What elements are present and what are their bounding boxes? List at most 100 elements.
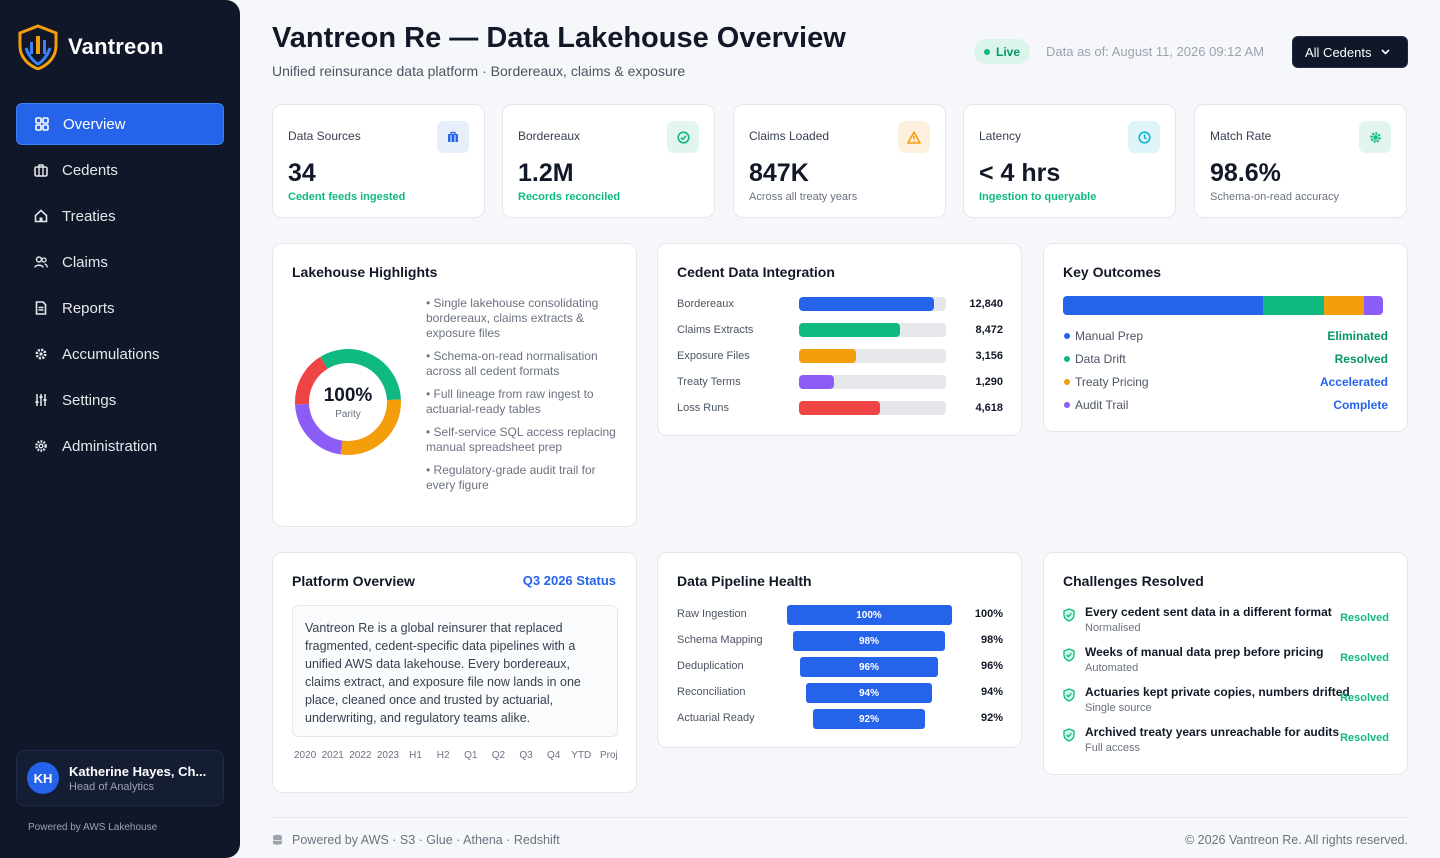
period-option[interactable]: Q3 [519,750,533,761]
integration-row: Treaty Terms 1,290 [677,374,1003,390]
challenge-subtitle: Single source [1085,702,1152,714]
sidebar-item-administration[interactable]: Administration [16,425,224,467]
kpi-value: 98.6% [1210,159,1281,187]
kpi-value: 34 [288,159,316,187]
pipeline-row: Schema Mapping 98% 98% [677,631,1003,651]
sidebar-item-claims[interactable]: Claims [16,241,224,283]
period-option[interactable]: Proj [599,750,618,761]
outcome-status: Resolved [1334,352,1388,366]
period-option[interactable]: 2021 [321,750,344,761]
pipeline-bar: 96% [799,657,939,677]
sidebar-item-accumulations[interactable]: Accumulations [16,333,224,375]
donut-segment [320,349,401,401]
avatar: KH [27,762,59,794]
outcome-label: Audit Trail [1075,398,1129,412]
sidebar-item-treaties[interactable]: Treaties [16,195,224,237]
pipeline-label: Deduplication [677,660,744,672]
kpi-card-latency[interactable]: Latency < 4 hrs Ingestion to queryable [963,104,1176,218]
sidebar-nav: Overview Cedents Treaties Claims Reports… [16,103,224,471]
highlights-list: • Single lakehouse consolidating bordere… [426,296,621,501]
list-item: • Single lakehouse consolidating bordere… [426,296,599,340]
bar-track [799,349,946,363]
integration-row: Bordereaux 12,840 [677,296,1003,312]
vantreon-logo-icon [18,24,58,70]
outcome-row: Treaty Pricing Accelerated [1063,374,1388,390]
bar-label: Treaty Terms [677,376,741,388]
pipeline-value: 98% [980,634,1003,646]
integration-row: Claims Extracts 8,472 [677,322,1003,338]
sidebar-item-label: Treaties [62,207,116,225]
sidebar-item-label: Claims [62,253,108,271]
pipeline-row: Reconciliation 94% 94% [677,683,1003,703]
kpi-icon-box [667,121,699,153]
period-option[interactable]: 2020 [294,750,317,761]
bar-track [799,401,946,415]
period-option[interactable]: Q2 [491,750,506,761]
gear-icon [1369,131,1381,143]
check-circle-icon [676,130,690,144]
challenge-row: Actuaries kept private copies, numbers d… [1063,685,1389,719]
user-profile-card[interactable]: KH Katherine Hayes, Ch... Head of Analyt… [16,750,224,806]
outcome-status: Accelerated [1319,375,1388,389]
cog-icon [35,440,47,452]
quarter-status-link[interactable]: Q3 2026 Status [522,573,616,588]
card-title: Platform Overview [292,573,415,589]
kpi-subtext: Ingestion to queryable [979,191,1097,203]
shield-check-icon [1063,648,1075,662]
data-as-of: Data as of: August 11, 2026 09:12 AM [1046,44,1265,59]
footer-copyright: © 2026 Vantreon Re. All rights reserved. [1185,833,1408,847]
sidebar-item-settings[interactable]: Settings [16,379,224,421]
kpi-card-data-sources[interactable]: Data Sources 34 Cedent feeds ingested [272,104,485,218]
bar-value: 1,290 [975,376,1003,388]
sidebar-item-label: Accumulations [62,345,160,363]
kpi-card-bordereaux[interactable]: Bordereaux 1.2M Records reconciled [502,104,715,218]
kpi-subtext: Records reconciled [518,191,621,203]
cedent-integration-card: Cedent Data Integration Bordereaux 12,840… [657,243,1022,436]
sidebar-item-overview[interactable]: Overview [16,103,224,145]
bar-value: 12,840 [969,298,1003,310]
cedent-filter-dropdown[interactable]: All Cedents [1292,36,1408,68]
integration-row: Exposure Files 3,156 [677,348,1003,364]
period-option[interactable]: Q1 [464,750,478,761]
pipeline-value: 92% [980,712,1003,724]
kpi-label: Claims Loaded [749,129,830,143]
challenge-row: Archived treaty years unreachable for au… [1063,725,1389,759]
outcome-label: Manual Prep [1075,329,1144,343]
bar-label: Exposure Files [677,350,750,362]
kpi-label: Latency [979,129,1022,143]
donut-center: 100% Parity [292,385,404,420]
bar-fill [799,401,880,415]
kpi-subtext: Cedent feeds ingested [288,191,406,203]
period-option[interactable]: 2023 [376,750,400,761]
period-option[interactable]: YTD [571,750,592,761]
home-icon [34,209,48,223]
pipeline-bar: 92% [812,709,926,729]
challenge-status: Resolved [1340,692,1389,704]
sidebar-item-cedents[interactable]: Cedents [16,149,224,191]
period-option[interactable]: H1 [409,750,422,761]
legend-dot-icon [1064,379,1070,385]
period-option[interactable]: H2 [436,750,450,761]
pipeline-label: Raw Ingestion [677,608,747,620]
warning-icon [907,130,921,144]
bar-value: 4,618 [975,402,1003,414]
bar-fill [799,323,901,337]
footer-divider [272,817,1408,818]
period-option[interactable]: 2022 [349,750,372,761]
period-selector: 2020 2021 2022 2023 H1 H2 Q1 Q2 Q3 Q4 YTD Proj [294,750,620,762]
period-option[interactable]: Q4 [546,750,561,761]
sidebar-item-label: Settings [62,391,117,409]
lakehouse-highlights-card: Lakehouse Highlights 100% Parity • Singl… [272,243,637,527]
platform-description: Vantreon Re is a global reinsurer that r… [292,605,618,737]
kpi-card-claims-loaded[interactable]: Claims Loaded 847K Across all treaty yea… [733,104,946,218]
sidebar-item-reports[interactable]: Reports [16,287,224,329]
brand[interactable]: Vantreon [16,24,164,70]
chevron-down-icon [1381,49,1391,55]
kpi-card-match-rate[interactable]: Match Rate 98.6% Schema-on-read accuracy [1194,104,1407,218]
sidebar-item-label: Administration [62,437,158,455]
live-label: Live [996,44,1021,59]
footer-powered-by: Powered by AWS · S3 · Glue · Athena · Re… [272,833,560,847]
user-name: Katherine Hayes, Ch... [69,763,207,779]
bar-label: Claims Extracts [677,324,754,336]
stack-segment [1263,296,1324,315]
